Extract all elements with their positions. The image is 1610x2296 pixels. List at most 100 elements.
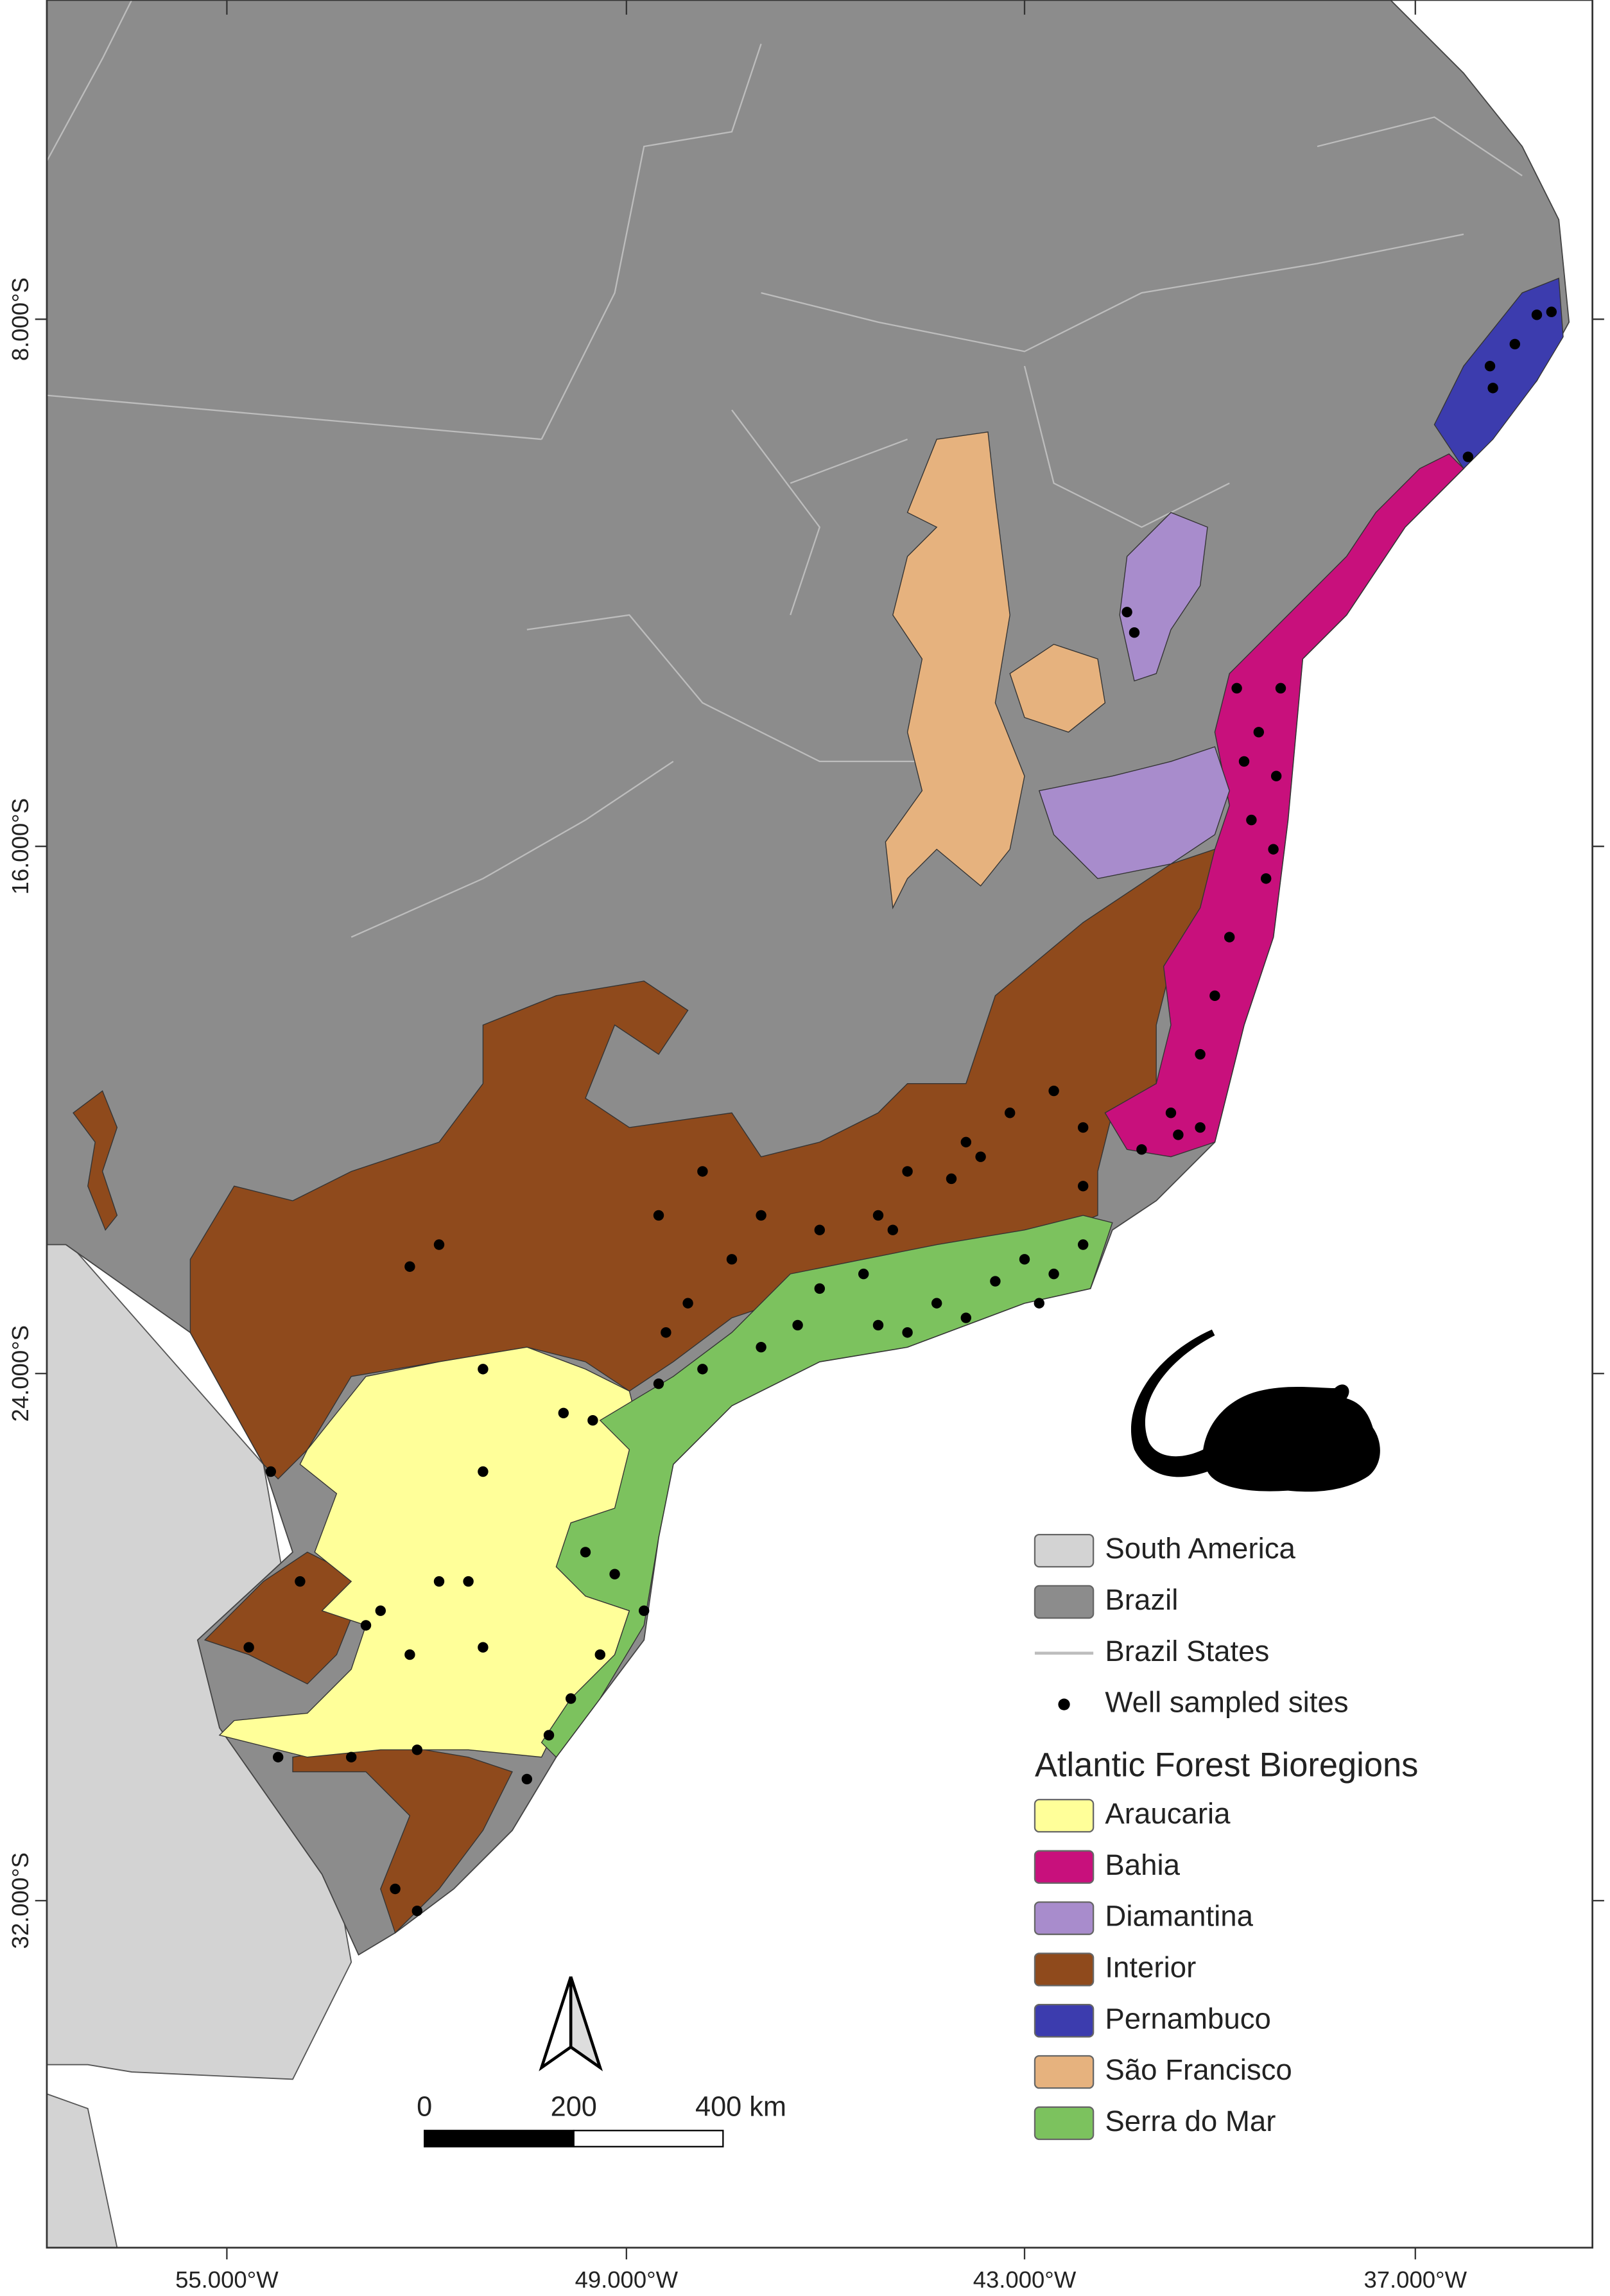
sample-site xyxy=(682,1298,693,1309)
legend-label: Serra do Mar xyxy=(1105,2105,1276,2137)
legend-swatch xyxy=(1034,1901,1095,1935)
map-frame xyxy=(46,0,1594,2249)
sample-site xyxy=(565,1693,576,1704)
y-tick-label: 8.000°S xyxy=(7,277,33,361)
sample-site xyxy=(1238,756,1250,767)
sample-site xyxy=(1268,844,1279,855)
legend-swatch xyxy=(1034,2004,1095,2038)
sample-site xyxy=(1260,873,1272,884)
sample-site xyxy=(756,1341,766,1353)
sample-site xyxy=(946,1173,957,1185)
sample-site xyxy=(594,1649,606,1660)
state-border xyxy=(731,409,821,616)
sample-site xyxy=(1270,770,1282,781)
sample-site xyxy=(433,1576,445,1587)
bioregion xyxy=(1104,453,1464,1158)
bioregion xyxy=(1009,643,1106,733)
sample-site xyxy=(1048,1268,1059,1280)
x-tick-label: 55.000°W xyxy=(175,2266,279,2293)
sample-site xyxy=(872,1210,884,1221)
sample-site xyxy=(1546,306,1557,317)
bioregion xyxy=(1038,746,1230,880)
sample-site xyxy=(360,1620,372,1631)
state-border xyxy=(1317,116,1523,177)
sample-site xyxy=(653,1378,664,1389)
sample-site xyxy=(1487,383,1498,394)
bioregion xyxy=(1433,277,1564,469)
scale-label: 400 km xyxy=(695,2092,786,2123)
land xyxy=(46,0,1570,2248)
sample-site xyxy=(697,1364,708,1375)
sample-site xyxy=(931,1298,942,1309)
legend-swatch xyxy=(1034,1585,1095,1619)
bioregion xyxy=(189,848,1216,1480)
sample-site xyxy=(1275,683,1286,694)
mouse-icon xyxy=(1130,1329,1380,1492)
legend-label: São Francisco xyxy=(1105,2053,1292,2086)
x-tick-label: 49.000°W xyxy=(575,2266,679,2293)
sample-site xyxy=(1253,727,1265,738)
state-border xyxy=(1023,365,1230,528)
state-border xyxy=(526,614,937,763)
sample-site xyxy=(990,1276,1001,1287)
axes: 55.000°W 49.000°W 43.000°W 37.000°W 8.000°S 1… xyxy=(7,0,1604,2293)
legend-label: Brazil States xyxy=(1105,1635,1269,1667)
sample-site xyxy=(558,1407,569,1419)
legend-label: Diamantina xyxy=(1105,1900,1253,1933)
sample-site xyxy=(814,1224,826,1235)
sample-site xyxy=(902,1166,913,1177)
legend-swatch xyxy=(1058,1698,1070,1710)
legend-label: Bahia xyxy=(1105,1848,1180,1881)
bioregion xyxy=(885,431,1025,910)
bioregion xyxy=(1119,512,1208,682)
y-tick-label: 16.000°S xyxy=(7,798,33,894)
y-tick-label: 32.000°S xyxy=(7,1852,33,1949)
legend: South America Brazil Brazil States Well sam… xyxy=(1034,1532,1418,2141)
sample-site xyxy=(726,1254,738,1265)
sample-site xyxy=(463,1576,474,1587)
sample-site xyxy=(1531,309,1543,320)
sample-site xyxy=(478,1364,489,1375)
x-tick-label: 37.000°W xyxy=(1363,2266,1467,2293)
sample-site xyxy=(478,1642,489,1653)
scale-label: 200 xyxy=(551,2092,597,2123)
sample-site xyxy=(1195,1122,1206,1133)
sample-site xyxy=(478,1466,489,1477)
south-america xyxy=(46,2093,118,2248)
sample-site xyxy=(1129,627,1140,638)
sample-site xyxy=(1077,1239,1089,1250)
sample-site xyxy=(1165,1108,1177,1118)
sample-site xyxy=(1004,1108,1016,1118)
sample-site xyxy=(902,1327,913,1338)
sample-site xyxy=(1462,451,1474,462)
legend-swatch xyxy=(1034,1533,1095,1568)
legend-label: South America xyxy=(1105,1532,1295,1565)
legend-swatch xyxy=(1034,1850,1095,1884)
sample-site xyxy=(411,1744,423,1755)
state-border xyxy=(351,760,674,938)
sample-site xyxy=(1019,1254,1030,1265)
state-border xyxy=(46,394,542,440)
state-border xyxy=(790,439,908,484)
sample-site xyxy=(411,1905,423,1917)
sample-site xyxy=(1246,814,1257,826)
sample-site xyxy=(1121,607,1132,618)
sample-site xyxy=(1048,1085,1059,1097)
sample-site xyxy=(543,1730,555,1741)
scale-bar: 0 200 400 km xyxy=(417,2092,786,2148)
sample-site xyxy=(872,1319,884,1331)
sample-site xyxy=(433,1239,445,1250)
sample-site xyxy=(390,1883,401,1895)
x-tick-label: 43.000°W xyxy=(973,2266,1077,2293)
bioregion xyxy=(73,1090,118,1231)
sample-site xyxy=(1173,1129,1184,1140)
sample-site xyxy=(1484,360,1496,372)
sample-site xyxy=(814,1283,826,1294)
sample-site xyxy=(1034,1298,1045,1309)
sample-site xyxy=(1209,990,1220,1002)
legend-swatch xyxy=(1034,2055,1095,2089)
sample-site xyxy=(265,1466,277,1477)
sample-site xyxy=(243,1642,254,1653)
sample-site xyxy=(858,1268,869,1280)
